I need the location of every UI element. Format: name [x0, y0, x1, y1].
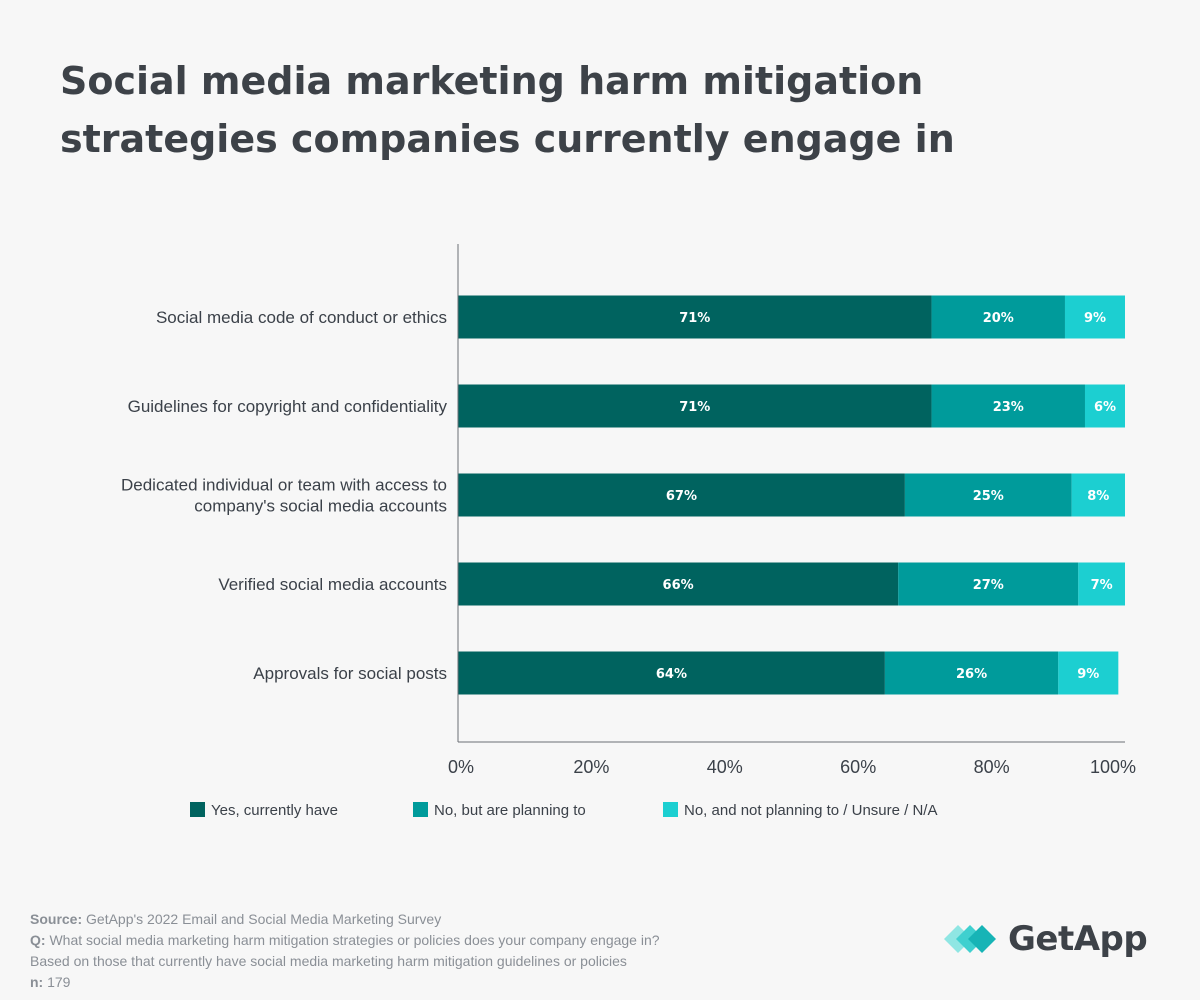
x-tick-label: 40% [707, 757, 743, 777]
bar-segment [898, 562, 1079, 606]
x-tick-label: 100% [1090, 757, 1136, 777]
sample-size-text: 179 [43, 974, 71, 990]
getapp-logo: GetApp [942, 914, 1148, 964]
legend-swatch [413, 802, 428, 817]
bar-segment [458, 295, 932, 339]
logo-diamond-3 [968, 925, 996, 953]
bar-segment [458, 384, 932, 428]
chart-footer: Source: GetApp's 2022 Email and Social M… [30, 909, 910, 993]
bar-segment [884, 651, 1059, 695]
legend-label: No, and not planning to / Unsure / N/A [684, 802, 937, 819]
base-line: Based on those that currently have socia… [30, 951, 910, 972]
question-line: Q: What social media marketing harm miti… [30, 930, 910, 951]
category-label: Verified social media accounts [218, 575, 447, 594]
legend-label: Yes, currently have [211, 802, 338, 819]
logo-text: GetApp [1008, 919, 1148, 959]
chart-title: Social media marketing harm mitigation s… [60, 59, 955, 161]
x-tick-label: 60% [840, 757, 876, 777]
data-label: 8% [1087, 489, 1109, 504]
legend-swatch [663, 802, 678, 817]
category-label: Guidelines for copyright and confidentia… [128, 397, 448, 416]
bar-segment [931, 384, 1085, 428]
category-label: Social media code of conduct or ethics [156, 308, 447, 327]
bar-segment [931, 295, 1065, 339]
data-label: 9% [1084, 311, 1106, 326]
data-label: 64% [656, 667, 687, 682]
source-line: Source: GetApp's 2022 Email and Social M… [30, 909, 910, 930]
data-label: 20% [983, 311, 1014, 326]
legend-label: No, but are planning to [434, 802, 586, 819]
bar-segment [458, 473, 905, 517]
sample-size-line: n: 179 [30, 972, 910, 993]
category-label: Approvals for social posts [253, 664, 447, 683]
data-label: 67% [666, 489, 697, 504]
bar-segment [1071, 473, 1125, 517]
bar-segment [458, 562, 899, 606]
source-text: GetApp's 2022 Email and Social Media Mar… [82, 911, 442, 927]
bar-segment [904, 473, 1072, 517]
data-label: 26% [956, 667, 987, 682]
data-label: 7% [1091, 578, 1113, 593]
question-text: What social media marketing harm mitigat… [45, 932, 660, 948]
bar-segment [1064, 295, 1125, 339]
source-key: Source: [30, 911, 83, 927]
question-key: Q: [30, 932, 46, 948]
data-label: 71% [679, 311, 710, 326]
x-tick-label: 80% [974, 757, 1010, 777]
bar-segment [458, 651, 885, 695]
bar-segment [1078, 562, 1125, 606]
getapp-logo-icon [944, 925, 996, 953]
data-label: 6% [1094, 400, 1116, 415]
data-label: 27% [973, 578, 1004, 593]
data-label: 25% [973, 489, 1004, 504]
data-label: 23% [993, 400, 1024, 415]
category-label: Dedicated individual or team with access… [121, 476, 447, 516]
data-label: 71% [679, 400, 710, 415]
base-text: Based on those that currently have socia… [30, 953, 627, 969]
data-label: 9% [1077, 667, 1099, 682]
sample-size-key: n: [30, 974, 44, 990]
data-label: 66% [663, 578, 694, 593]
legend-swatch [190, 802, 205, 817]
x-tick-label: 20% [573, 757, 609, 777]
x-tick-label: 0% [448, 757, 474, 777]
bar-segment [1058, 651, 1119, 695]
bar-segment [1084, 384, 1125, 428]
